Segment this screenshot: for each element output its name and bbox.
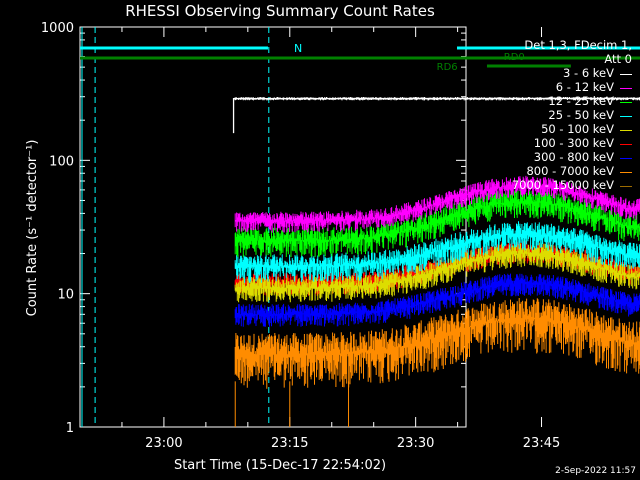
legend-entry-label: 300 - 800 keV <box>533 150 614 164</box>
legend: Det 1,3, FDecim 1, Att 0 3 - 6 keV 6 - 12… <box>512 38 632 192</box>
legend-entry: 800 - 7000 keV <box>512 164 632 178</box>
x-tick-label: 23:45 <box>523 436 560 451</box>
legend-entry: 300 - 800 keV <box>512 150 632 164</box>
legend-entry-label: 800 - 7000 keV <box>526 164 614 178</box>
plot-area: 110100100023:0023:1523:3023:4500:0000:15… <box>41 21 640 451</box>
legend-entry: 3 - 6 keV <box>512 66 632 80</box>
series-line <box>234 242 640 303</box>
y-axis-label: Count Rate (s⁻¹ detector⁻¹) <box>25 140 40 317</box>
legend-swatch <box>620 157 632 159</box>
series-line-3-6-kev <box>232 97 640 134</box>
plot-frame <box>79 26 467 428</box>
y-tick-label: 10 <box>57 288 74 303</box>
legend-entry-label: 100 - 300 keV <box>533 136 614 150</box>
legend-entry: 7000 - 15000 keV <box>512 178 632 192</box>
legend-entry: 25 - 50 keV <box>512 108 632 122</box>
legend-entry-label: 6 - 12 keV <box>555 80 614 94</box>
series-line <box>234 298 640 389</box>
series-line <box>234 273 640 327</box>
legend-header-line2: Att 0 <box>604 52 632 66</box>
legend-swatch <box>620 143 632 145</box>
x-axis-label: Start Time (15-Dec-17 22:54:02) <box>174 458 386 473</box>
legend-entry-label: 50 - 100 keV <box>541 122 614 136</box>
y-tick-label: 100 <box>49 154 74 169</box>
legend-entry: 12 - 25 keV <box>512 94 632 108</box>
x-tick-label: 23:00 <box>145 436 182 451</box>
series-line <box>234 175 640 233</box>
legend-entry: 100 - 300 keV <box>512 136 632 150</box>
chart-title: RHESSI Observing Summary Count Rates <box>125 2 435 20</box>
legend-swatch <box>620 101 632 103</box>
legend-entry: 50 - 100 keV <box>512 122 632 136</box>
legend-rows: 3 - 6 keV 6 - 12 keV 12 - 25 keV 25 - 50 ke… <box>512 66 632 192</box>
date-stamp: 2-Sep-2022 11:57 <box>555 466 636 476</box>
legend-entry-label: 7000 - 15000 keV <box>511 178 614 192</box>
legend-header-line1: Det 1,3, FDecim 1, <box>524 38 632 52</box>
rd0-flag-label: RD0 <box>504 52 525 63</box>
x-tick-label: 23:15 <box>271 436 308 451</box>
night-flag-label: N <box>294 42 302 55</box>
legend-swatch <box>620 73 632 75</box>
y-tick-label: 1000 <box>41 21 74 36</box>
legend-entry-label: 25 - 50 keV <box>548 108 614 122</box>
legend-swatch <box>620 87 632 89</box>
legend-entry-label: 12 - 25 keV <box>548 94 614 108</box>
legend-swatch <box>620 171 632 173</box>
legend-swatch <box>620 115 632 117</box>
series-line <box>234 221 640 283</box>
legend-swatch <box>620 185 632 187</box>
y-tick-label: 1 <box>66 421 74 436</box>
legend-entry-label: 3 - 6 keV <box>563 66 614 80</box>
legend-swatch <box>620 129 632 131</box>
legend-entry: 6 - 12 keV <box>512 80 632 94</box>
rd6-flag-label: RD6 <box>437 62 458 73</box>
series-line <box>234 189 640 257</box>
x-tick-label: 23:30 <box>397 436 434 451</box>
